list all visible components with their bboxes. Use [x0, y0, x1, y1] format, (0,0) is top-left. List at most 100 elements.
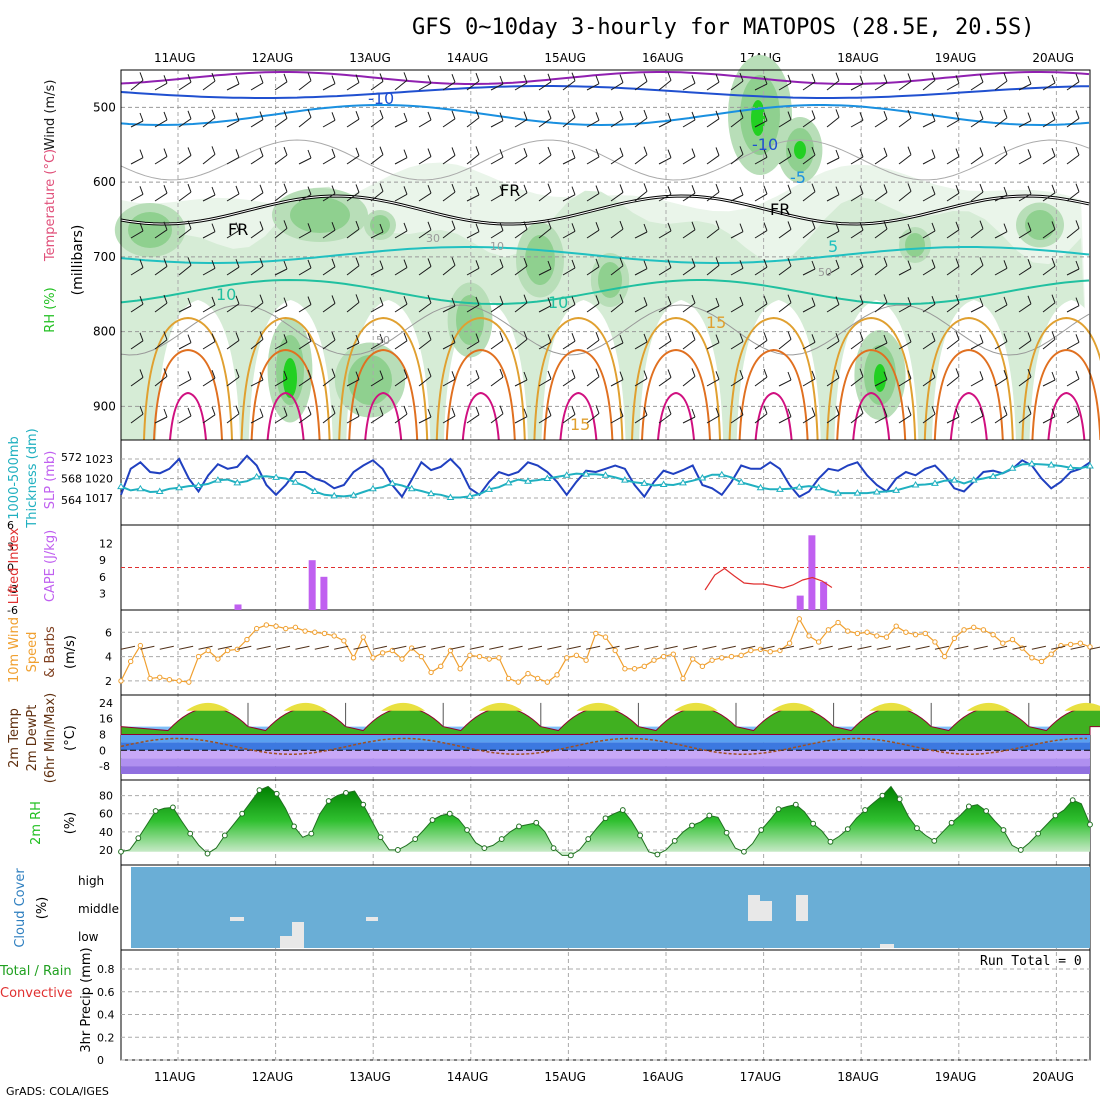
label-slp: SLP (mb) — [43, 451, 58, 510]
wind-barb — [154, 339, 168, 350]
wind-barb — [778, 302, 792, 313]
wind-barb-flag — [523, 74, 528, 84]
rh-contour — [120, 304, 1090, 356]
wind-barb — [874, 379, 888, 387]
wind-barb-10m — [159, 645, 174, 650]
wind-barb — [154, 156, 168, 165]
wind-barb — [1066, 341, 1080, 350]
slp-tick: 1023 — [85, 453, 113, 466]
rh-point — [516, 823, 522, 830]
wind-barb — [178, 305, 192, 313]
wind-barb-10m — [644, 645, 659, 650]
wind-barb-flag — [931, 112, 936, 122]
wind-barb-flag — [1027, 75, 1032, 85]
wind-barb-flag — [931, 259, 936, 268]
wind-barb-flag — [571, 333, 576, 342]
wind-barb-flag — [619, 294, 624, 303]
label-temp-units: (°C) — [63, 725, 78, 751]
wind-barb — [994, 80, 1008, 91]
panel-frame-thick — [120, 439, 1091, 526]
wind-barb — [754, 266, 768, 276]
dry-dome — [1029, 300, 1100, 440]
wind-barb-flag — [907, 146, 912, 155]
wind-barb — [466, 117, 480, 128]
label-cape: CAPE (J/kg) — [43, 530, 58, 602]
wind-barb — [394, 79, 408, 91]
wind-barb — [994, 194, 1008, 202]
wind-barb-flag — [835, 369, 840, 378]
wind-barb-flag — [451, 74, 456, 83]
wind-barb — [778, 416, 792, 424]
wind-barb-flag — [547, 370, 552, 380]
wind-speed-point — [263, 622, 270, 628]
wind-barb — [778, 338, 792, 350]
wind-speed-point — [418, 653, 425, 660]
rh-point — [239, 810, 246, 817]
wind-barb — [514, 119, 528, 128]
wind-barb-flag — [907, 73, 912, 82]
wind-barb — [538, 191, 552, 202]
wind-barb — [850, 156, 864, 165]
wind-barb — [634, 304, 648, 313]
wind-barb — [946, 119, 960, 128]
wind-barb-flag — [1003, 260, 1008, 269]
thickness-line-marker — [427, 489, 435, 497]
rh-point — [446, 810, 453, 817]
wind-speed-point — [370, 655, 376, 661]
wind-barb-flag — [355, 184, 360, 193]
wind-barb — [754, 303, 768, 313]
cloud-background — [131, 867, 1090, 948]
temp-contour-15 — [338, 316, 429, 441]
wind-barb — [1066, 268, 1080, 276]
wind-barb-flag — [1003, 186, 1008, 196]
wind-barb-flag — [379, 260, 384, 269]
wind-barb-flag — [931, 186, 936, 195]
wind-barb-flag — [571, 149, 576, 159]
wind-barb-flag — [907, 370, 912, 379]
wind-barb-flag — [811, 110, 816, 119]
contour-label-t10b: 10 — [548, 293, 568, 312]
wind-barb — [394, 230, 408, 239]
rh-point — [792, 801, 799, 808]
rh-point — [931, 837, 938, 844]
wind-barb — [298, 116, 312, 128]
wind-barb — [418, 339, 432, 350]
wind-barb-flag — [547, 297, 552, 306]
wind-barb-10m — [392, 645, 407, 650]
wind-barb-flag — [403, 369, 408, 378]
wind-barb-flag — [259, 74, 264, 84]
wind-barb — [802, 118, 816, 128]
thickness-line-marker — [504, 478, 513, 486]
temp-contour--5 — [120, 104, 1090, 127]
wind-barb-flag — [331, 222, 336, 231]
wind-barb-flag — [451, 183, 456, 193]
wind-barb — [610, 342, 624, 350]
wind-speed-point — [1048, 651, 1054, 657]
thickness-line-marker — [407, 484, 416, 492]
wind-barb — [634, 268, 648, 276]
wind-barb-10m — [799, 645, 814, 650]
temp-contour-20 — [1031, 348, 1100, 441]
rh-point — [343, 789, 349, 796]
wind-barb — [322, 119, 336, 128]
wind-barb-flag — [379, 223, 384, 233]
cape-tick: 6 — [99, 571, 106, 584]
wind-barb — [226, 156, 240, 165]
wind-barb-10m — [663, 645, 678, 650]
wind-barb — [322, 339, 336, 350]
wind-barb — [1042, 302, 1056, 313]
wind-barb-flag — [715, 74, 720, 83]
wind-barb-flag — [1027, 368, 1032, 378]
wind-barb-10m — [450, 645, 465, 650]
wind-barb — [826, 194, 840, 202]
wind-barb — [154, 229, 168, 239]
wind-barb — [346, 192, 360, 202]
wind-barb — [322, 412, 336, 424]
wind-barb-flag — [1003, 146, 1008, 155]
date-label-top: 20AUG — [1032, 51, 1074, 65]
wind-barb-flag — [1027, 222, 1032, 231]
wind-barb-flag — [211, 296, 216, 306]
wind-barb-flag — [139, 405, 144, 415]
rh-point — [481, 845, 488, 852]
wind-barb-flag — [187, 297, 192, 307]
